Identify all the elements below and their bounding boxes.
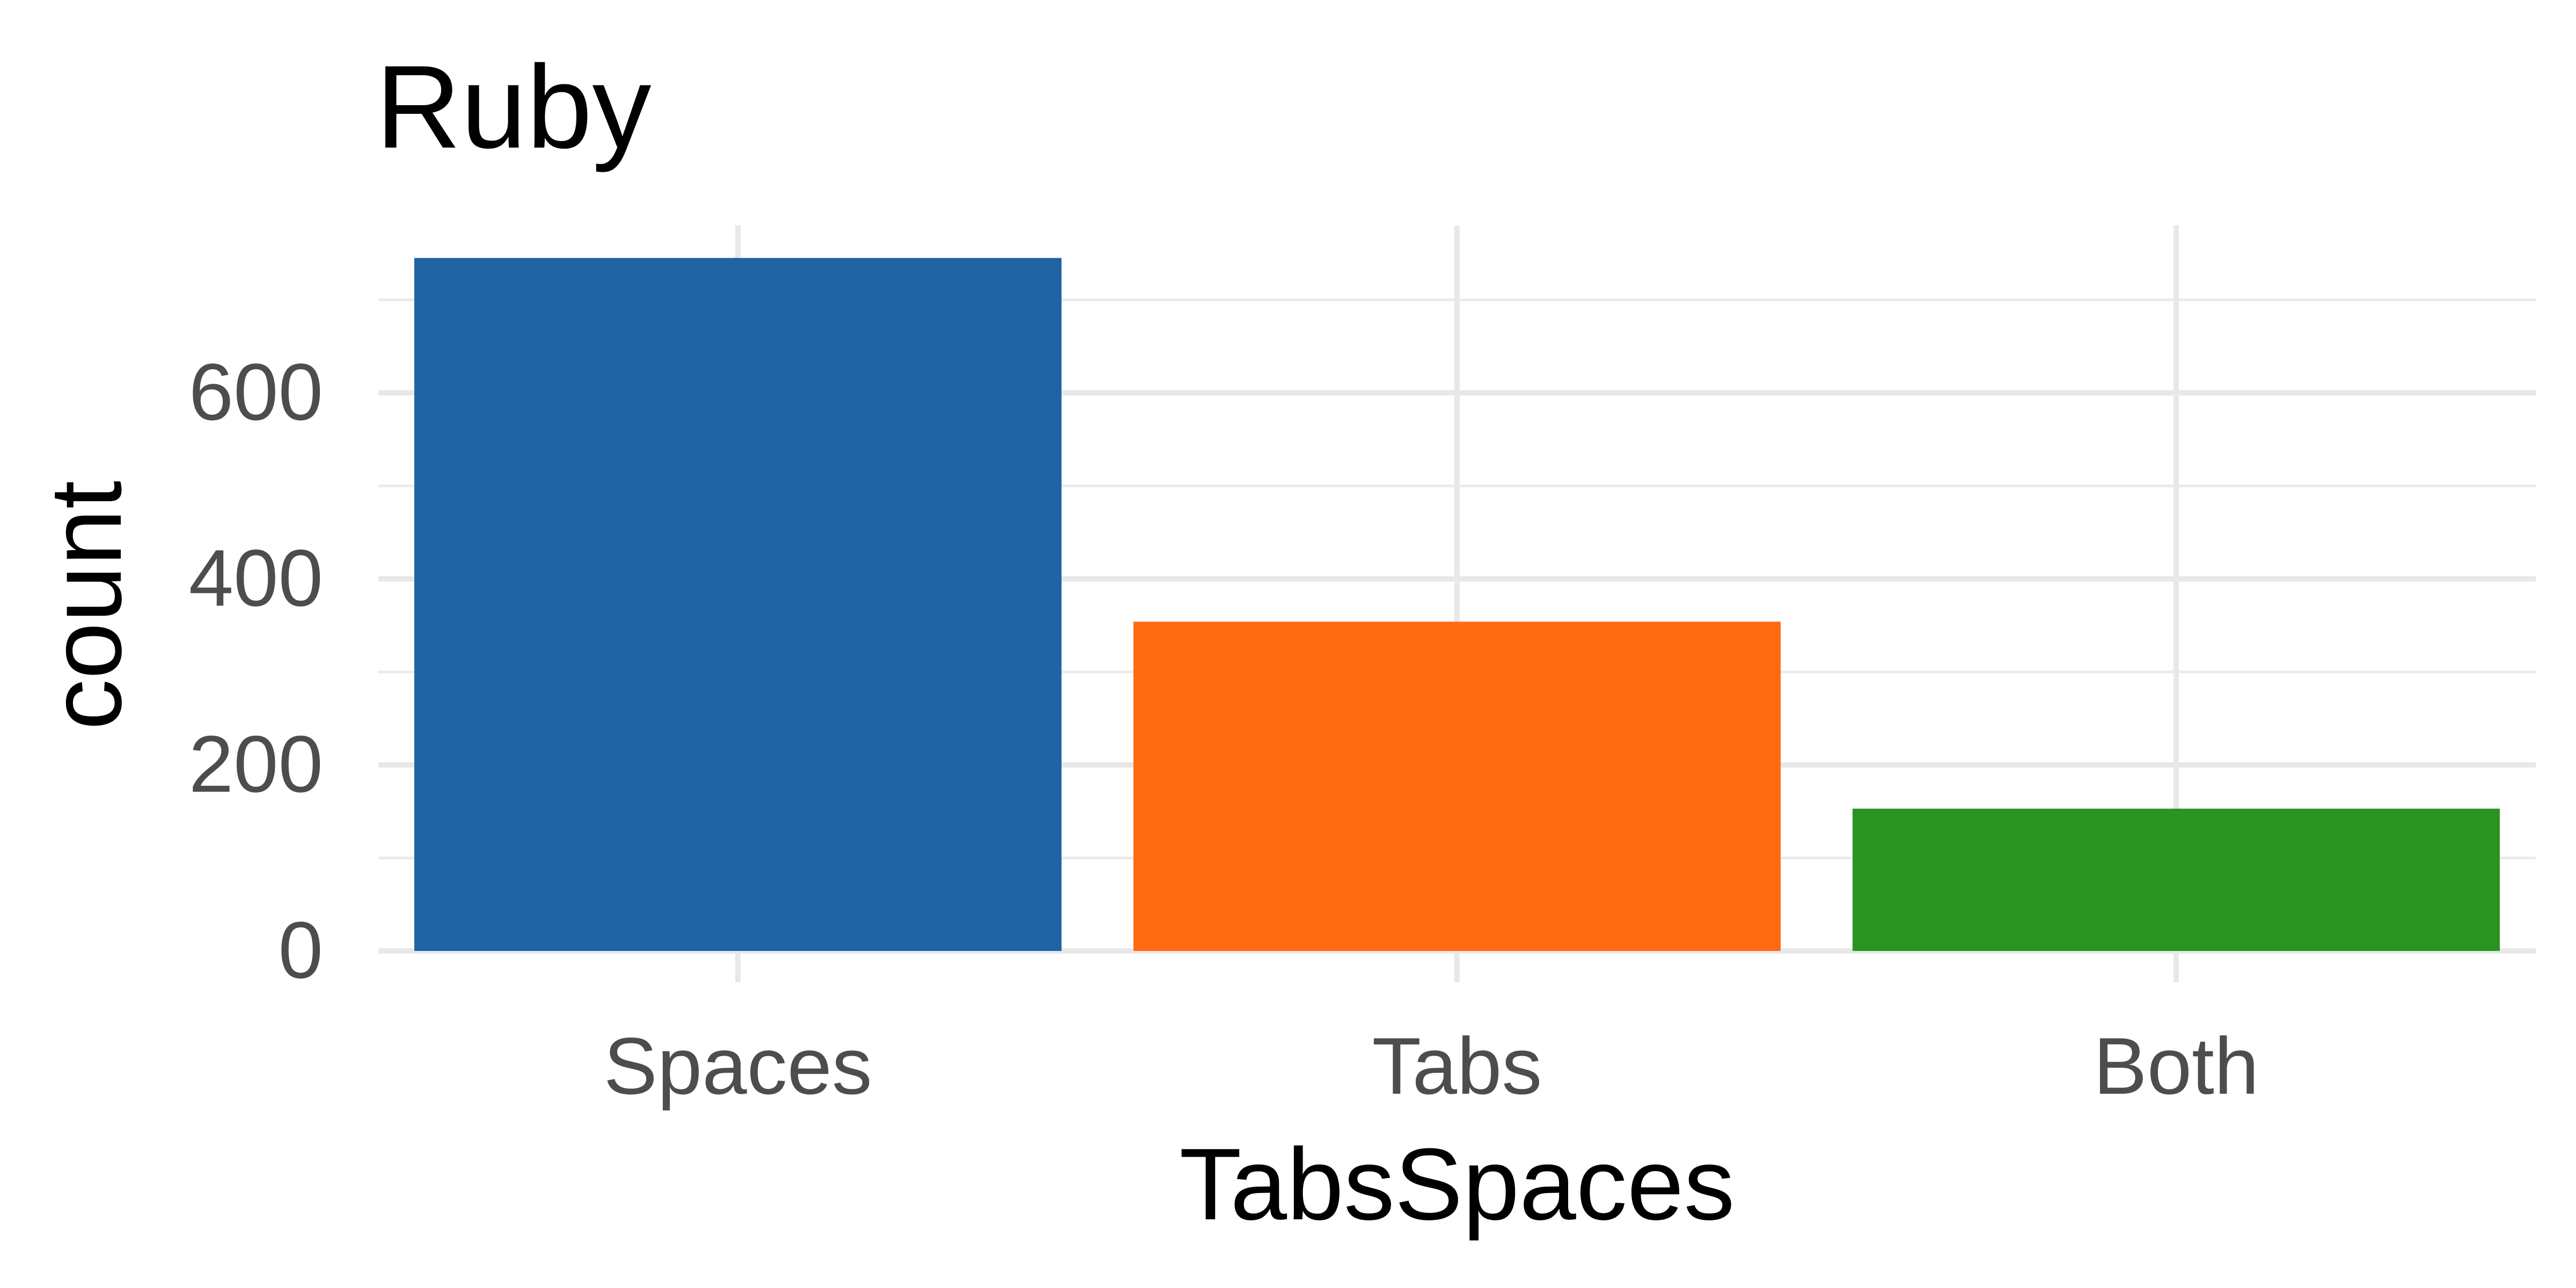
bar-tabs	[1133, 621, 1781, 951]
y-axis-label: count	[29, 481, 143, 730]
y-tick-label: 0	[279, 905, 323, 995]
y-tick-label: 600	[189, 347, 323, 437]
y-tick-label: 400	[189, 533, 323, 623]
chart-title: Ruby	[376, 41, 652, 173]
x-tick-label: Tabs	[1372, 1021, 1542, 1111]
x-tick-label: Both	[2094, 1021, 2259, 1111]
x-axis-label: TabsSpaces	[1179, 1128, 1735, 1241]
bars	[414, 258, 2500, 952]
y-axis-ticks: 0 200 400 600	[189, 347, 323, 995]
y-tick-label: 200	[189, 719, 323, 809]
x-axis-ticks: Spaces Tabs Both	[604, 1021, 2259, 1111]
bar-both	[1853, 808, 2500, 951]
bar-spaces	[414, 258, 1062, 952]
x-tick-label: Spaces	[604, 1021, 872, 1111]
